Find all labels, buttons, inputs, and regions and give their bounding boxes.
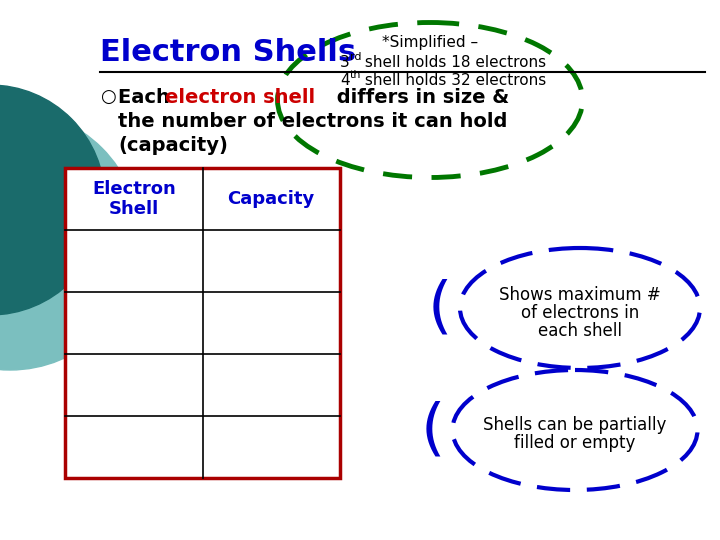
Text: 3: 3: [340, 55, 350, 70]
Text: shell holds 32 electrons: shell holds 32 electrons: [360, 73, 546, 88]
Text: Each: Each: [118, 88, 176, 107]
Text: differs in size &: differs in size &: [330, 88, 509, 107]
Circle shape: [0, 110, 140, 370]
Text: filled or empty: filled or empty: [514, 434, 636, 452]
Text: of electrons in: of electrons in: [521, 304, 639, 322]
Text: the number of electrons it can hold: the number of electrons it can hold: [118, 112, 508, 131]
Circle shape: [0, 85, 105, 315]
Text: shell holds 18 electrons: shell holds 18 electrons: [360, 55, 546, 70]
Text: Shells can be partially: Shells can be partially: [483, 416, 667, 434]
Text: electron shell: electron shell: [165, 88, 315, 107]
Text: (: (: [420, 400, 444, 460]
Text: (: (: [428, 278, 452, 338]
Text: 4: 4: [340, 73, 350, 88]
Text: rd: rd: [350, 52, 361, 62]
Text: Shows maximum #: Shows maximum #: [499, 286, 661, 304]
Bar: [65, 168, 340, 478]
Text: Electron
Shell: Electron Shell: [92, 180, 176, 218]
Text: ○: ○: [100, 88, 116, 106]
Text: (capacity): (capacity): [118, 136, 228, 155]
Text: each shell: each shell: [538, 322, 622, 340]
Text: Electron Shells: Electron Shells: [100, 38, 356, 67]
Text: *Simplified –: *Simplified –: [382, 35, 478, 50]
Text: Capacity: Capacity: [228, 190, 315, 208]
Text: th: th: [350, 70, 361, 80]
